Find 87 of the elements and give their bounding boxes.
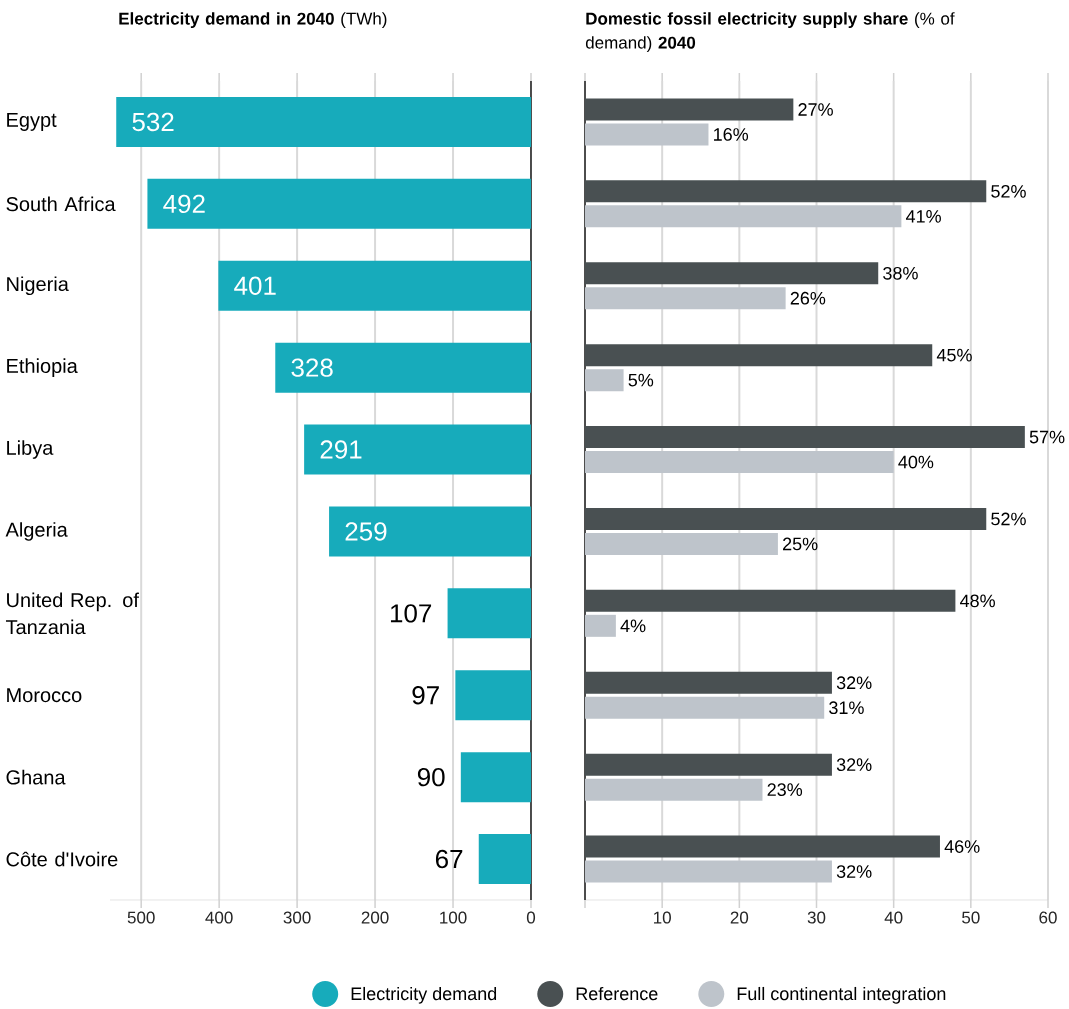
data-label: 16% (714, 128, 749, 141)
x-tick-label: 20 (730, 911, 749, 924)
data-label: 107 (390, 604, 432, 623)
legend-label: Reference (576, 986, 658, 1001)
bar (585, 671, 832, 694)
data-label: 259 (345, 522, 387, 541)
data-label: 27% (798, 103, 833, 116)
x-tick-label: 40 (884, 911, 903, 924)
data-label: 492 (163, 194, 205, 214)
bar (585, 369, 624, 392)
x-tick-label: 30 (807, 911, 826, 924)
data-label: 25% (783, 537, 818, 551)
x-tick-label: 0 (526, 911, 536, 924)
bar (478, 834, 531, 885)
data-label: 32% (836, 865, 872, 878)
data-label: 45% (936, 348, 972, 362)
data-label: 32% (836, 676, 872, 690)
bar (585, 835, 940, 858)
data-label: 32% (836, 758, 872, 772)
y-tick-label: United Rep. of Tanzania (5, 592, 139, 635)
data-label: 90 (417, 767, 445, 787)
bar (447, 588, 531, 639)
bar (585, 123, 709, 146)
legend-label: Electricity demand (351, 986, 497, 1004)
y-tick-label: Morocco (7, 688, 82, 703)
chart-title: Electricity demand in 2040 (TWh) (119, 12, 387, 29)
bar (585, 589, 956, 612)
y-tick-label: South Africa (6, 196, 116, 212)
data-label: 4% (620, 619, 646, 633)
x-tick-label: 60 (1039, 911, 1057, 924)
y-tick-label: Côte d'Ivoire (6, 851, 118, 867)
bar (585, 614, 616, 637)
data-label: 48% (960, 594, 995, 608)
bar (455, 670, 531, 721)
data-label: 52% (991, 512, 1026, 526)
y-tick-label: Ethiopia (7, 358, 78, 377)
y-tick-label: Ghana (6, 769, 66, 785)
bar (585, 696, 825, 719)
bar (147, 178, 531, 229)
bar (460, 752, 531, 803)
data-label: 97 (412, 686, 439, 705)
bar (585, 262, 879, 285)
data-label: 41% (905, 210, 941, 223)
data-label: 291 (320, 440, 362, 459)
bar (585, 753, 832, 776)
data-label: 40% (898, 455, 934, 469)
x-tick-label: 200 (361, 911, 389, 924)
bar (585, 98, 794, 121)
bar (218, 260, 531, 311)
x-tick-label: 100 (440, 911, 467, 924)
data-label: 52% (991, 184, 1026, 198)
y-tick-label: Libya (7, 440, 54, 459)
data-label: 57% (1029, 430, 1065, 444)
data-label: 31% (829, 701, 864, 715)
data-label: 532 (132, 112, 174, 132)
legend-label: Full continental integration (737, 986, 946, 1004)
data-label: 67 (435, 849, 463, 869)
bar (585, 451, 894, 474)
bar (275, 342, 531, 393)
data-label: 38% (883, 266, 918, 280)
y-tick-label: Algeria (5, 522, 68, 541)
bar (585, 344, 933, 367)
bar (585, 180, 987, 203)
bar (585, 507, 987, 530)
x-tick-label: 50 (962, 911, 980, 924)
y-tick-label: Nigeria (7, 276, 69, 296)
bar (304, 424, 531, 475)
x-tick-label: 300 (283, 911, 311, 924)
bar (116, 96, 531, 147)
data-label: 401 (234, 276, 276, 295)
data-label: 5% (628, 373, 654, 387)
bar (585, 532, 778, 555)
bar (585, 860, 832, 883)
bar (329, 506, 531, 557)
bar (585, 287, 786, 310)
data-label: 26% (790, 291, 826, 305)
bar (585, 778, 763, 801)
x-tick-label: 400 (205, 911, 233, 924)
y-tick-label: Egypt (7, 113, 57, 131)
data-label: 328 (291, 358, 333, 377)
x-tick-label: 500 (127, 911, 155, 924)
bar (585, 426, 1025, 449)
bar (585, 205, 902, 228)
x-tick-label: 10 (654, 911, 671, 924)
data-label: 46% (944, 840, 980, 853)
chart-title: Domestic fossil electricity supply share (% of demand) 2040 (585, 12, 955, 53)
data-label: 23% (767, 783, 803, 796)
